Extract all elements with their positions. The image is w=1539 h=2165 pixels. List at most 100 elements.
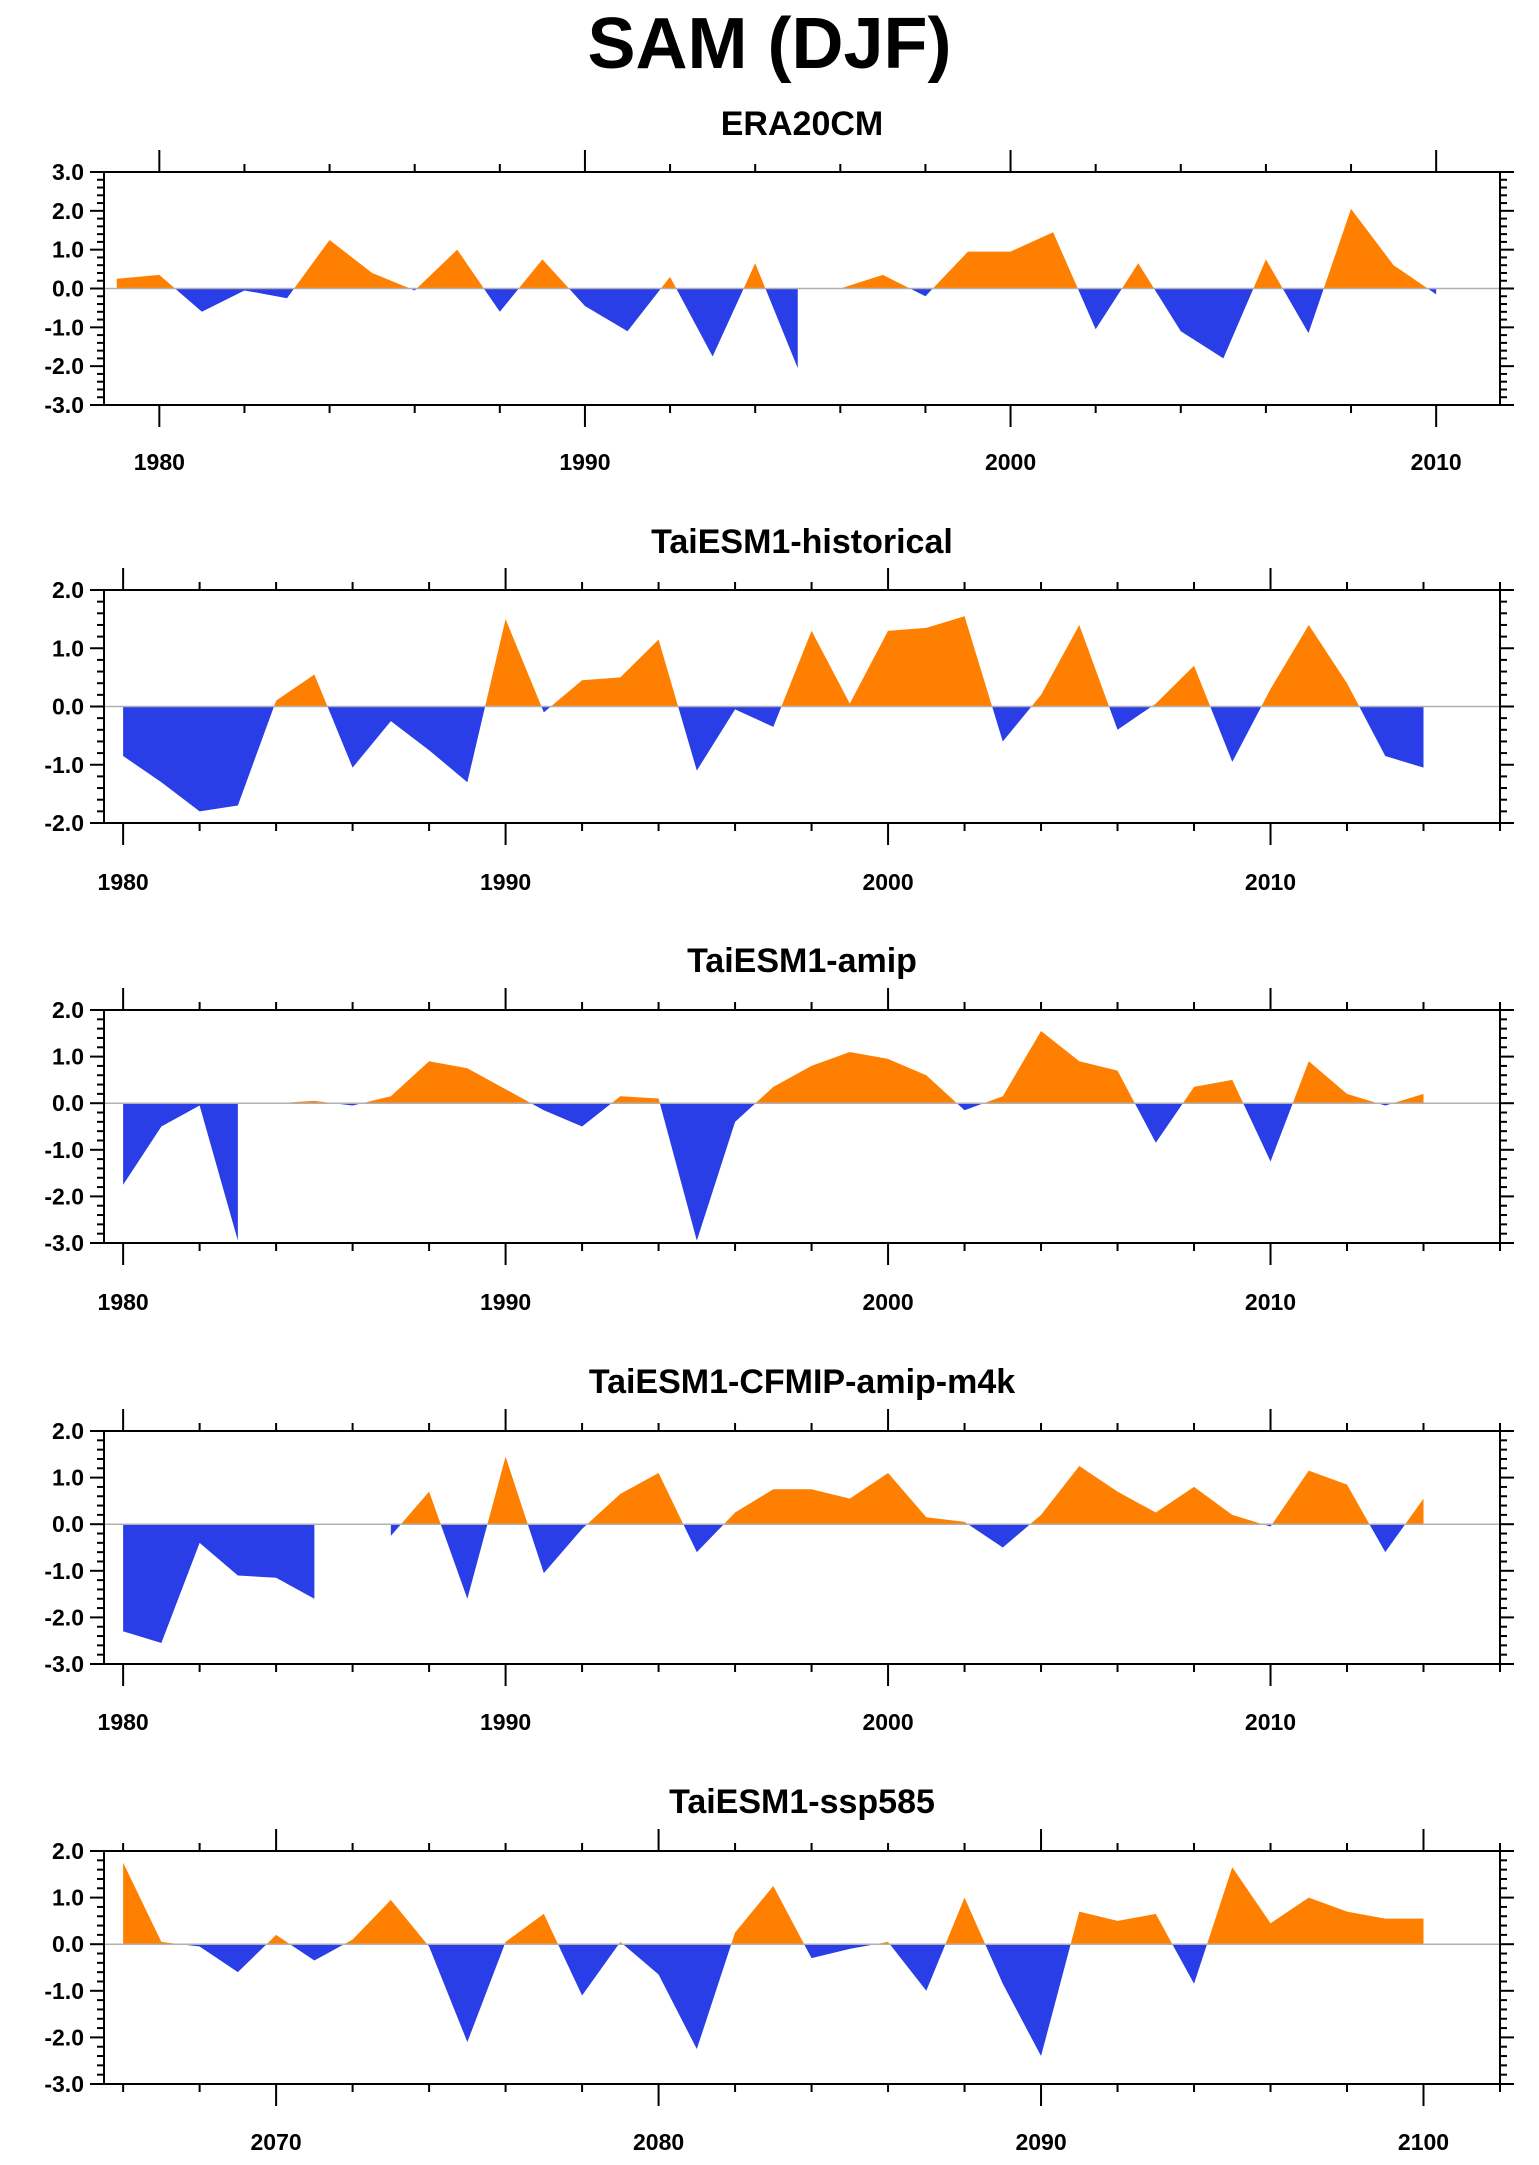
negative-area-segment bbox=[531, 1103, 612, 1127]
y-tick-label: 1.0 bbox=[52, 1885, 84, 1911]
negative-area-segment bbox=[804, 1944, 876, 1959]
negative-area-segment bbox=[623, 1944, 732, 2050]
negative-area-segment bbox=[968, 1524, 1031, 1548]
x-tick-label: 2000 bbox=[862, 869, 913, 895]
positive-area-segment bbox=[983, 1030, 1135, 1104]
positive-area-segment bbox=[266, 1934, 291, 1945]
y-tick-label: 2.0 bbox=[52, 1838, 84, 1864]
y-tick-label: 2.0 bbox=[52, 577, 84, 603]
chart-title: ERA20CM bbox=[721, 105, 883, 143]
negative-area-segment bbox=[1210, 706, 1262, 762]
y-tick-label: -3.0 bbox=[44, 1651, 84, 1677]
negative-area-segment bbox=[568, 288, 661, 332]
y-tick-label: 0.0 bbox=[52, 694, 84, 720]
positive-area-segment bbox=[1207, 1867, 1424, 1945]
x-tick-label: 2070 bbox=[251, 2129, 302, 2155]
x-tick-label: 1980 bbox=[98, 869, 149, 895]
chart-title: TaiESM1-CFMIP-amip-m4k bbox=[589, 1363, 1015, 1401]
negative-area-segment bbox=[440, 1524, 488, 1599]
positive-area-segment bbox=[1261, 624, 1360, 707]
positive-area-segment bbox=[840, 274, 910, 289]
negative-area-segment bbox=[956, 1103, 984, 1111]
positive-area-segment bbox=[611, 1096, 660, 1104]
chart-panel-3: TaiESM1-amip 2.0 1.0 0.0 -1.0 -2.0 -3.0 1980 199… bbox=[44, 942, 1514, 1315]
positive-area-segment bbox=[731, 1885, 805, 1945]
negative-area-segment bbox=[175, 288, 295, 312]
negative-area-segment bbox=[558, 1944, 619, 1996]
positive-area-segment bbox=[504, 1913, 559, 1945]
positive-area-segment bbox=[723, 1472, 969, 1525]
x-tick-label: 2000 bbox=[862, 1709, 913, 1735]
y-tick-label: -2.0 bbox=[44, 1183, 84, 1209]
positive-area-segment bbox=[1031, 624, 1110, 707]
negative-area-segment bbox=[1243, 1103, 1293, 1162]
chart-panel-5: TaiESM1-ssp585 2.0 1.0 0.0 -1.0 -2.0 -3.0 2070 2… bbox=[44, 1783, 1514, 2155]
negative-area-segment bbox=[1369, 1524, 1406, 1553]
positive-area-segment bbox=[1030, 1465, 1263, 1525]
positive-area-segment bbox=[485, 619, 542, 707]
x-tick-label: 2010 bbox=[1245, 1289, 1296, 1315]
positive-area-segment bbox=[400, 1491, 441, 1525]
x-tick-label: 1980 bbox=[98, 1289, 149, 1315]
negative-area-segment bbox=[123, 1524, 315, 1644]
x-tick-label: 1980 bbox=[98, 1709, 149, 1735]
chart-panel-4: TaiESM1-CFMIP-amip-m4k 2.0 1.0 0.0 -1.0 -2.0 -… bbox=[44, 1363, 1514, 1735]
x-tick-label: 2000 bbox=[985, 449, 1036, 475]
y-tick-label: -2.0 bbox=[44, 1604, 84, 1630]
positive-area-segment bbox=[518, 259, 569, 289]
negative-area-segment bbox=[390, 1524, 401, 1536]
negative-area-segment bbox=[765, 288, 798, 369]
positive-area-segment bbox=[123, 1862, 181, 1945]
negative-area-segment bbox=[985, 1944, 1071, 2057]
negative-area-segment bbox=[1109, 706, 1152, 730]
positive-area-segment bbox=[743, 263, 766, 289]
x-tick-label: 2010 bbox=[1245, 1709, 1296, 1735]
negative-area-segment bbox=[659, 1103, 756, 1241]
negative-area-segment bbox=[1154, 288, 1254, 359]
chart-title: TaiESM1-ssp585 bbox=[669, 1783, 935, 1821]
page-title: SAM (DJF) bbox=[587, 4, 952, 84]
y-tick-label: 0.0 bbox=[52, 1511, 84, 1537]
y-tick-label: 2.0 bbox=[52, 1418, 84, 1444]
positive-area-segment bbox=[587, 1472, 684, 1525]
x-tick-label: 1990 bbox=[480, 1289, 531, 1315]
positive-area-segment bbox=[487, 1456, 528, 1525]
negative-area-segment bbox=[483, 288, 519, 312]
positive-area-segment bbox=[1292, 1061, 1378, 1104]
y-tick-label: 0.0 bbox=[52, 1931, 84, 1957]
x-tick-label: 2010 bbox=[1245, 869, 1296, 895]
y-tick-label: -3.0 bbox=[44, 2071, 84, 2097]
x-tick-label: 2010 bbox=[1411, 449, 1462, 475]
x-tick-label: 1990 bbox=[559, 449, 610, 475]
positive-area-segment bbox=[362, 1061, 532, 1104]
positive-area-segment bbox=[1121, 263, 1155, 289]
y-tick-label: -1.0 bbox=[44, 1978, 84, 2004]
positive-area-segment bbox=[932, 232, 1078, 289]
positive-area-segment bbox=[1405, 1498, 1424, 1525]
positive-area-segment bbox=[755, 1051, 957, 1104]
x-tick-label: 2090 bbox=[1015, 2129, 1066, 2155]
negative-area-segment bbox=[992, 706, 1032, 742]
y-tick-label: 1.0 bbox=[52, 1465, 84, 1491]
negative-area-segment bbox=[327, 706, 486, 783]
y-tick-label: 1.0 bbox=[52, 635, 84, 661]
negative-area-segment bbox=[1172, 1944, 1208, 1984]
negative-area-segment bbox=[541, 706, 551, 713]
negative-area-segment bbox=[427, 1944, 505, 2043]
positive-area-segment bbox=[273, 674, 328, 707]
y-tick-label: -1.0 bbox=[44, 314, 84, 340]
positive-area-segment bbox=[116, 274, 176, 289]
plot-frame bbox=[103, 1850, 1501, 2085]
y-tick-label: 0.0 bbox=[52, 276, 84, 302]
positive-area-segment bbox=[781, 616, 993, 707]
x-tick-label: 1990 bbox=[480, 869, 531, 895]
x-tick-label: 2100 bbox=[1398, 2129, 1449, 2155]
positive-area-segment bbox=[945, 1897, 986, 1945]
positive-area-segment bbox=[294, 239, 410, 289]
y-tick-label: 2.0 bbox=[52, 997, 84, 1023]
y-tick-label: -3.0 bbox=[44, 1230, 84, 1256]
chart-title: TaiESM1-historical bbox=[651, 523, 953, 561]
negative-area-segment bbox=[1077, 288, 1122, 330]
chart-panel-2: TaiESM1-historical 2.0 1.0 0.0 -1.0 -2.0 1980 1… bbox=[44, 523, 1514, 895]
negative-area-segment bbox=[1282, 288, 1324, 334]
